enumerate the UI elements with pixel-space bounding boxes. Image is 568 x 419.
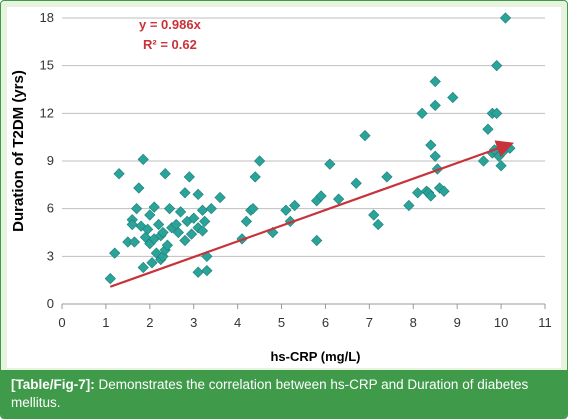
x-tick-label: 9 <box>454 315 461 330</box>
data-point <box>196 225 209 237</box>
data-point <box>289 199 301 212</box>
data-point <box>425 190 437 202</box>
data-point <box>137 261 149 274</box>
y-axis-title: Duration of T2DM (yrs) <box>10 70 27 232</box>
data-point <box>477 155 490 167</box>
data-point <box>157 226 169 239</box>
x-tick-label: 7 <box>366 315 373 330</box>
data-point <box>429 99 441 112</box>
equation-label: y = 0.986x <box>139 17 202 32</box>
data-point <box>196 204 209 216</box>
data-point <box>205 203 217 215</box>
data-point <box>491 107 503 119</box>
data-point <box>438 185 450 197</box>
data-point <box>133 182 145 194</box>
caption-label: [Table/Fig-7]: <box>11 377 95 392</box>
data-point <box>311 234 323 247</box>
data-point <box>144 209 156 221</box>
data-point <box>183 171 195 183</box>
data-point <box>146 257 158 269</box>
data-point <box>131 203 143 215</box>
data-point <box>137 153 149 166</box>
data-point <box>324 158 336 170</box>
data-point <box>495 160 507 172</box>
x-tick-label: 4 <box>234 315 241 330</box>
r-squared-label: R² = 0.62 <box>143 37 197 52</box>
data-point <box>161 239 174 251</box>
data-point <box>174 206 187 218</box>
data-point <box>152 218 165 231</box>
data-point <box>188 212 200 224</box>
data-point <box>141 223 154 235</box>
data-point <box>491 60 503 72</box>
data-point <box>429 150 441 162</box>
y-tick-label: 12 <box>40 105 54 120</box>
data-point <box>104 272 116 285</box>
data-point <box>159 168 171 180</box>
data-point <box>192 266 204 278</box>
y-tick-label: 9 <box>47 153 54 168</box>
data-point <box>240 215 253 228</box>
x-tick-label: 0 <box>58 315 65 330</box>
data-point <box>179 187 191 199</box>
x-tick-label: 8 <box>410 315 417 330</box>
data-point <box>247 203 259 215</box>
trendline-arrow <box>109 140 515 288</box>
data-point <box>163 203 176 215</box>
data-point <box>315 190 327 202</box>
data-point <box>179 234 191 247</box>
data-point <box>128 236 141 248</box>
data-point <box>482 123 494 135</box>
y-tick-label: 6 <box>47 201 54 216</box>
data-point <box>109 247 121 259</box>
caption-text: Demonstrates the correlation between hs-… <box>11 377 529 410</box>
data-point <box>214 191 226 204</box>
data-point <box>280 204 292 216</box>
x-tick-label: 3 <box>190 315 197 330</box>
data-point <box>126 218 138 231</box>
data-point <box>253 155 266 167</box>
y-tick-label: 0 <box>47 296 54 311</box>
data-point <box>372 218 384 231</box>
data-point <box>429 75 441 88</box>
x-tick-label: 1 <box>102 315 109 330</box>
data-point <box>113 168 125 180</box>
data-point <box>416 107 428 119</box>
y-tick-label: 3 <box>47 248 54 263</box>
plot-area: 0 3 6 9 12 15 18 0 1 2 3 4 5 6 7 8 9 10 11 hs-CRP (mg/L) Dur… <box>7 7 561 368</box>
data-point <box>350 177 362 189</box>
data-point <box>425 139 437 151</box>
x-tick-label: 11 <box>538 315 552 330</box>
data-point <box>199 215 211 228</box>
y-tick-label: 15 <box>40 58 54 73</box>
y-tick-label: 18 <box>40 10 54 25</box>
x-axis-title: hs-CRP (mg/L) <box>270 349 360 364</box>
data-point <box>201 265 213 277</box>
figure-caption: [Table/Fig-7]: Demonstrates the correlat… <box>1 370 567 418</box>
data-point <box>412 187 424 199</box>
data-point <box>447 91 459 104</box>
data-point <box>192 188 204 200</box>
x-tick-label: 6 <box>322 315 329 330</box>
data-point <box>368 209 380 221</box>
data-point <box>499 12 512 24</box>
data-point <box>403 199 415 212</box>
data-point <box>185 228 198 240</box>
data-point <box>148 201 160 213</box>
x-tick-label: 5 <box>278 315 285 330</box>
data-point <box>359 129 371 142</box>
data-point <box>249 171 261 183</box>
data-point <box>333 193 345 205</box>
data-point <box>172 226 184 239</box>
data-point <box>381 171 393 183</box>
x-tick-label: 2 <box>146 315 153 330</box>
x-tick-label: 10 <box>494 315 508 330</box>
